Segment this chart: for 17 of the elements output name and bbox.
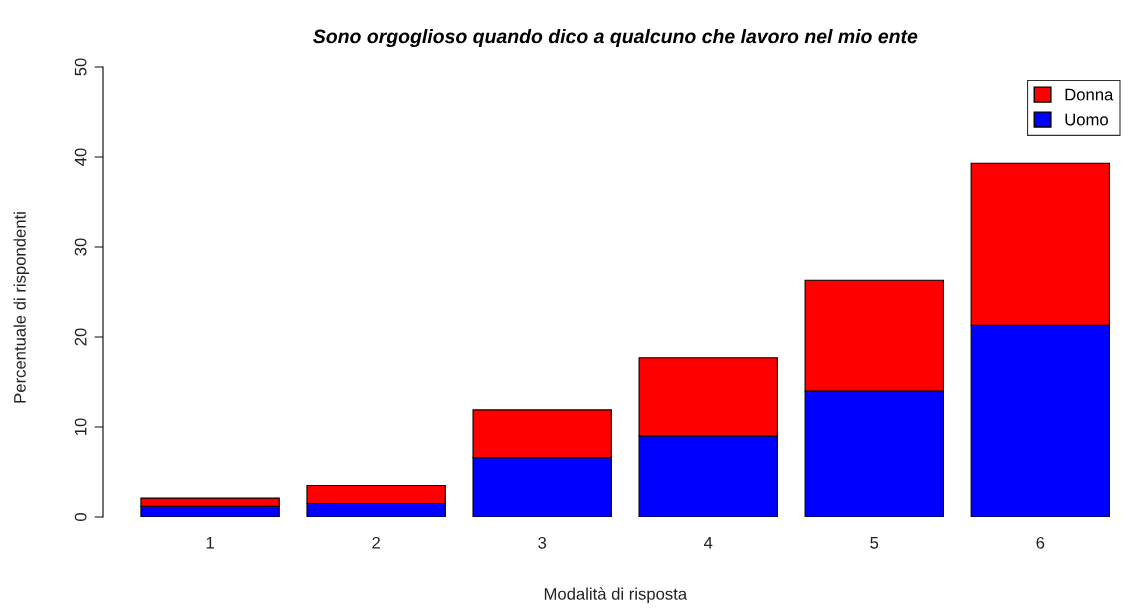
x-tick-label: 3 bbox=[538, 536, 547, 549]
y-tick-label: 30 bbox=[74, 238, 87, 256]
x-tick-label: 5 bbox=[870, 537, 879, 549]
y-tick-label: 0 bbox=[74, 513, 87, 521]
y-axis-title: Percentuale di rispondenti bbox=[13, 212, 30, 403]
x-tick-label: 1 bbox=[206, 537, 214, 549]
x-tick-label: 2 bbox=[372, 536, 380, 549]
x-tick-label: 4 bbox=[703, 537, 713, 549]
x-tick-label: 6 bbox=[1036, 536, 1045, 549]
y-tick-label: 50 bbox=[74, 58, 87, 76]
y-tick-label: 40 bbox=[74, 148, 87, 166]
legend-label: Uomo bbox=[1065, 113, 1108, 126]
legend-label: Donna bbox=[1065, 88, 1114, 101]
y-tick-label: 10 bbox=[74, 418, 87, 435]
y-tick-label: 20 bbox=[74, 328, 87, 346]
x-axis-title: Modalità di risposta bbox=[544, 587, 688, 604]
chart-title: Sono orgoglioso quando dico a qualcuno che lavoro nel mio ente bbox=[313, 28, 918, 48]
